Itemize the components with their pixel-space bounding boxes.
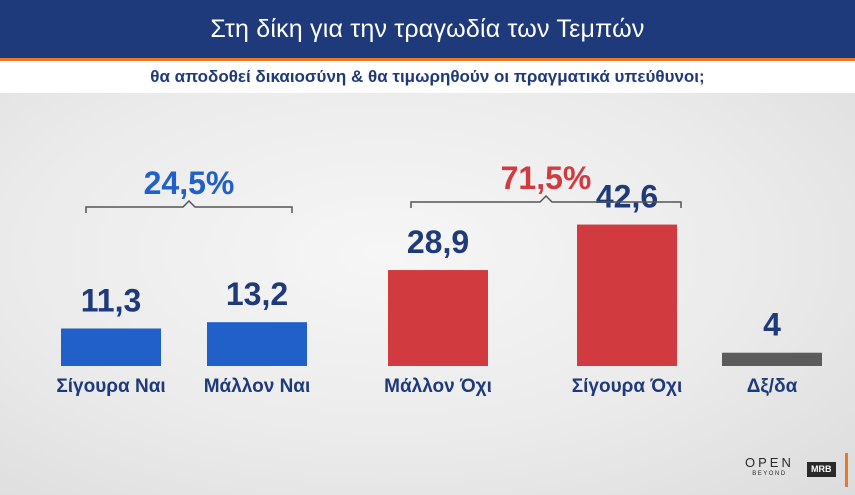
bar-2: [388, 270, 488, 366]
open-logo-text: OPEN: [745, 455, 794, 470]
bar-4: [722, 352, 822, 366]
category-label-2: Μάλλον Όχι: [384, 376, 492, 397]
category-label-3: Σίγουρα Όχι: [572, 376, 683, 397]
value-label-0: 11,3: [81, 282, 142, 318]
value-label-4: 4: [763, 307, 781, 343]
category-label-0: Σίγουρα Ναι: [56, 376, 165, 397]
bar-0: [61, 328, 161, 366]
value-label-3: 42,6: [596, 179, 658, 215]
bar-chart: 11,3 Σίγουρα Ναι 13,2 Μάλλον Ναι 28,9 Μάλλον …: [56, 160, 822, 397]
bar-1: [207, 322, 307, 366]
mrb-logo: MRB: [807, 462, 836, 477]
group-bracket-0: [85, 199, 293, 213]
value-label-2: 28,9: [407, 224, 469, 260]
open-logo-subtext: BEYOND: [752, 471, 787, 477]
accent-divider: [0, 58, 855, 61]
page-title: Στη δίκη για την τραγωδία των Τεμπών: [210, 14, 645, 43]
group-bracket-1: [410, 194, 682, 208]
open-beyond-logo: OPEN BEYOND: [745, 456, 794, 477]
bar-3: [577, 224, 677, 366]
group-total-1: 71,5%: [501, 160, 592, 196]
value-label-1: 13,2: [226, 276, 288, 312]
chart-area: 11,3 Σίγουρα Ναι 13,2 Μάλλον Ναι 28,9 Μάλλον …: [0, 93, 855, 495]
question-subtitle: θα αποδοθεί δικαιοσύνη & θα τιμωρηθούν ο…: [150, 67, 705, 86]
category-label-4: Δξ/δα: [747, 376, 798, 397]
category-label-1: Μάλλον Ναι: [204, 376, 311, 397]
header-bar: Στη δίκη για την τραγωδία των Τεμπών: [0, 0, 855, 58]
subtitle-bar: θα αποδοθεί δικαιοσύνη & θα τιμωρηθούν ο…: [0, 61, 855, 93]
group-total-0: 24,5%: [144, 165, 235, 201]
logo-accent-bar: [845, 453, 848, 487]
